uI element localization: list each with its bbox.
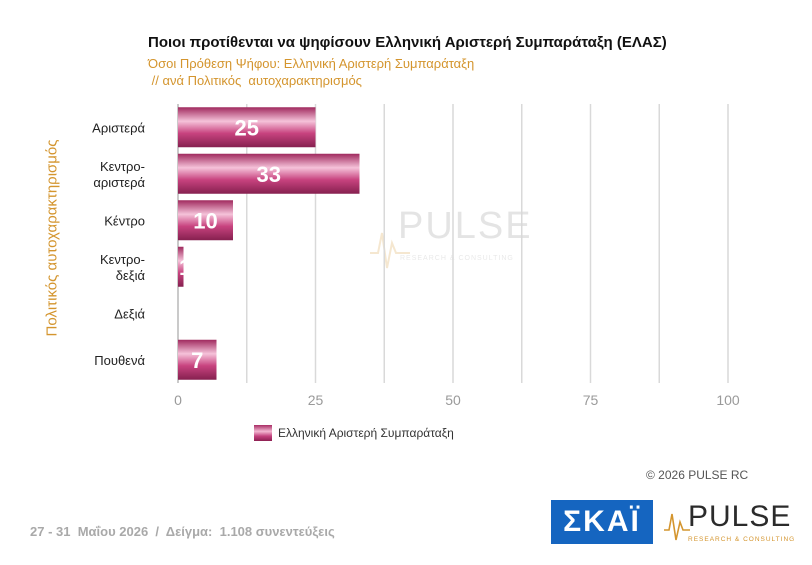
data-label: 25	[235, 115, 259, 140]
category-label-line: Πουθενά	[94, 353, 145, 368]
bar	[178, 246, 184, 287]
category-label-line: δεξιά	[116, 268, 146, 283]
category-label: Πουθενά	[94, 353, 145, 368]
bar	[178, 339, 217, 380]
legend-swatch	[254, 425, 272, 441]
data-label: 10	[193, 208, 217, 233]
category-label: Κεντρο-δεξιά	[100, 252, 146, 283]
category-label-line: αριστερά	[93, 175, 145, 190]
category-label-line: Κέντρο	[104, 213, 145, 228]
category-label-line: Κεντρο-	[100, 252, 145, 267]
category-label-line: Κεντρο-	[100, 159, 145, 174]
category-label: Δεξιά	[114, 306, 145, 321]
data-label: 7	[191, 348, 203, 373]
bar	[178, 200, 233, 241]
chart-title: Ποιοι προτίθενται να ψηφίσουν Ελληνική Α…	[148, 34, 667, 51]
pulse-wave-icon	[664, 513, 690, 541]
x-tick-label: 75	[583, 392, 599, 408]
bar	[178, 153, 360, 194]
data-label: 1	[179, 255, 191, 280]
legend: Ελληνική Αριστερή Συμπαράταξη	[254, 425, 454, 441]
bar	[178, 107, 316, 148]
pulse-wave-icon	[370, 232, 410, 269]
category-label: Κεντρο-αριστερά	[93, 159, 145, 190]
pulse-watermark: PULSE RESEARCH & CONSULTING	[370, 205, 550, 270]
watermark-word: PULSE	[398, 205, 533, 247]
data-label: 33	[257, 162, 281, 187]
pulse-logo-word: PULSE	[688, 500, 792, 533]
category-label-line: Αριστερά	[92, 120, 145, 135]
skai-logo: ΣΚΑΪ	[551, 500, 653, 544]
x-tick-label: 50	[445, 392, 461, 408]
x-tick-label: 0	[174, 392, 182, 408]
pulse-logo: PULSE RESEARCH & CONSULTING	[664, 500, 794, 545]
category-label: Κέντρο	[104, 213, 145, 228]
category-label-line: Δεξιά	[114, 306, 145, 321]
category-label: Αριστερά	[92, 120, 145, 135]
chart-subtitle: Όσοι Πρόθεση Ψήφου: Ελληνική Αριστερή Συ…	[148, 56, 475, 88]
fieldwork-info: 27 - 31 Μαΐου 2026 / Δείγμα: 1.108 συνεν…	[30, 524, 335, 539]
x-tick-label: 25	[308, 392, 324, 408]
watermark-sub: RESEARCH & CONSULTING	[400, 255, 514, 262]
pulse-logo-sub: RESEARCH & CONSULTING	[688, 536, 796, 543]
copyright: © 2026 PULSE RC	[646, 468, 749, 482]
x-tick-label: 100	[716, 392, 740, 408]
legend-label: Ελληνική Αριστερή Συμπαράταξη	[278, 426, 454, 440]
